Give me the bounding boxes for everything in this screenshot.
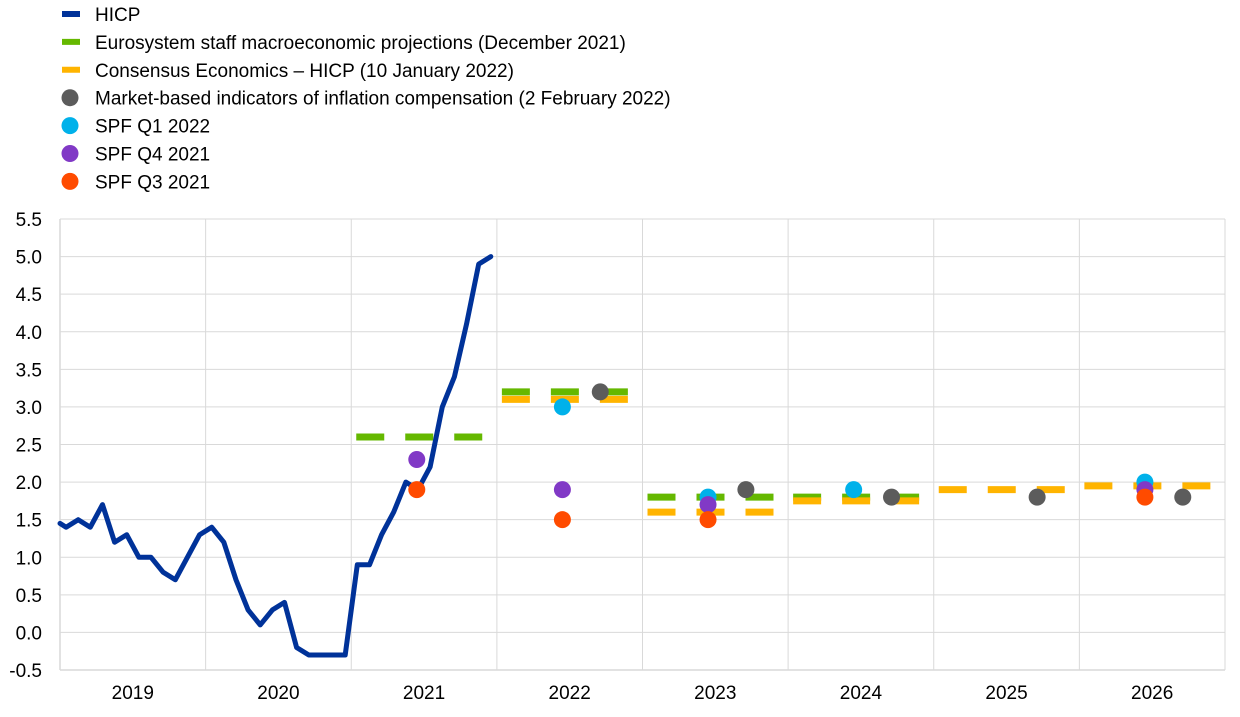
y-tick-label: 2.5: [16, 436, 42, 457]
marker-point: [1029, 489, 1046, 506]
y-tick-label: 5.0: [16, 248, 42, 269]
x-tick-label: 2025: [985, 683, 1027, 704]
x-tick-label: 2019: [112, 683, 154, 704]
legend-swatch-dot: [62, 173, 79, 190]
marker-point: [554, 398, 571, 415]
legend-label: SPF Q4 2021: [95, 145, 210, 166]
marker-point: [845, 481, 862, 498]
marker-point: [408, 481, 425, 498]
marker-point: [408, 451, 425, 468]
grid: [60, 219, 1225, 670]
marker-point: [700, 496, 717, 513]
y-axis: 5.5 5.0 4.5 4.0 3.5 3.0 2.5 2.0 1.5 1.0 0.5 0.0 -0.5: [9, 210, 42, 682]
legend-swatch-dot: [62, 117, 79, 134]
marker-point: [700, 511, 717, 528]
y-tick-label: 0.0: [16, 623, 42, 644]
x-tick-label: 2023: [694, 683, 736, 704]
y-tick-label: 1.5: [16, 511, 42, 532]
marker-point: [554, 511, 571, 528]
legend: HICP Eurosystem staff macroeconomic proje…: [62, 5, 671, 193]
legend-swatch-dot: [62, 145, 79, 162]
y-tick-label: 3.5: [16, 360, 42, 381]
y-tick-label: 3.0: [16, 398, 42, 419]
y-tick-label: -0.5: [9, 661, 42, 682]
y-tick-label: 1.0: [16, 548, 42, 569]
y-tick-label: 4.5: [16, 285, 42, 306]
legend-label: Market-based indicators of inflation com…: [95, 89, 671, 110]
legend-label: SPF Q3 2021: [95, 172, 210, 193]
legend-label: SPF Q1 2022: [95, 117, 210, 138]
legend-label: Consensus Economics – HICP (10 January 2…: [95, 61, 514, 82]
legend-label: Eurosystem staff macroeconomic projectio…: [95, 33, 626, 54]
legend-swatch-dot: [62, 89, 79, 106]
x-tick-label: 2022: [549, 683, 591, 704]
marker-point: [883, 489, 900, 506]
x-axis: 2019 2020 2021 2022 2023 2024 2025 2026: [112, 683, 1174, 704]
x-tick-label: 2026: [1131, 683, 1173, 704]
y-tick-label: 5.5: [16, 210, 42, 231]
y-tick-label: 2.0: [16, 473, 42, 494]
marker-point: [592, 383, 609, 400]
x-tick-label: 2024: [840, 683, 883, 704]
marker-point: [737, 481, 754, 498]
marker-point: [554, 481, 571, 498]
marker-point: [1174, 489, 1191, 506]
legend-label: HICP: [95, 5, 140, 26]
y-tick-label: 4.0: [16, 323, 42, 344]
x-tick-label: 2020: [257, 683, 299, 704]
y-tick-label: 0.5: [16, 586, 42, 607]
x-tick-label: 2021: [403, 683, 445, 704]
marker-point: [1136, 489, 1153, 506]
